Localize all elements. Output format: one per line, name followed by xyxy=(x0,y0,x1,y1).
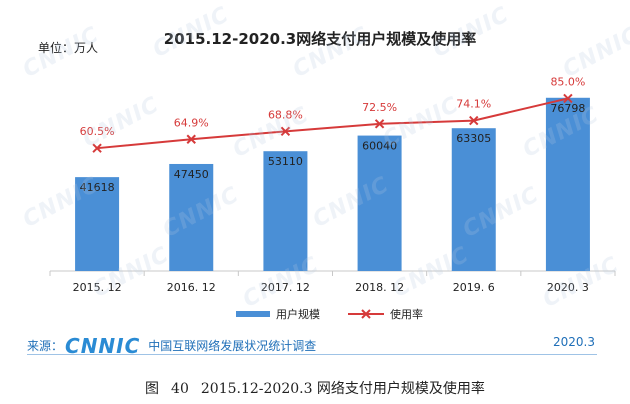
line-data-label: 72.5% xyxy=(362,101,397,114)
line-point xyxy=(563,93,573,104)
x-tick-label: 2017. 12 xyxy=(261,281,310,294)
line-data-label: 85.0% xyxy=(550,75,585,88)
line-data-label: 64.9% xyxy=(174,116,209,129)
bar xyxy=(75,177,120,271)
line-point xyxy=(280,126,291,137)
bar xyxy=(357,135,402,271)
legend-bar-swatch xyxy=(236,311,270,317)
bar-data-label: 63305 xyxy=(456,132,491,145)
line-point xyxy=(186,134,196,144)
legend-line-label: 使用率 xyxy=(390,307,423,321)
source-text: 中国互联网络发展状况统计调查 xyxy=(148,339,317,353)
bar-data-label: 47450 xyxy=(174,168,209,181)
source-date: 2020.3 xyxy=(553,335,595,349)
line-data-label: 74.1% xyxy=(456,98,491,111)
line-data-label: 60.5% xyxy=(80,125,115,138)
bar-data-label: 41618 xyxy=(80,181,115,194)
legend-line-marker xyxy=(361,309,371,319)
line-data-label: 68.8% xyxy=(268,108,303,121)
x-tick-label: 2015. 12 xyxy=(73,281,122,294)
bar-data-label: 76798 xyxy=(550,102,585,115)
bar xyxy=(451,128,496,271)
x-tick-label: 2020. 3 xyxy=(547,281,589,294)
unit-label: 单位：万人 xyxy=(38,40,98,55)
chart-title: 2015.12-2020.3网络支付用户规模及使用率 xyxy=(164,30,476,48)
x-tick-label: 2016. 12 xyxy=(167,281,216,294)
caption-text: 2015.12-2020.3 网络支付用户规模及使用率 xyxy=(200,381,485,397)
line-point xyxy=(92,143,102,153)
bar-data-label: 60040 xyxy=(362,140,397,153)
legend-bar-label: 用户规模 xyxy=(276,307,320,321)
line-point xyxy=(469,115,479,126)
usage-rate-line xyxy=(96,97,569,150)
line-point xyxy=(374,119,385,129)
figure-caption: 图 40 2015.12-2020.3 网络支付用户规模及使用率 xyxy=(0,378,630,398)
source-prefix: 来源： xyxy=(27,339,64,353)
bar xyxy=(169,163,214,271)
x-tick-label: 2018. 12 xyxy=(355,281,404,294)
bar xyxy=(545,97,590,271)
divider xyxy=(27,354,597,355)
caption-figure: 图 xyxy=(145,381,160,397)
x-tick-label: 2019. 6 xyxy=(453,281,495,294)
chart-frame: 2015.12-2020.3网络支付用户规模及使用率单位：万人 41618 2015… xyxy=(10,8,622,360)
bar-data-label: 53110 xyxy=(268,155,303,168)
caption-number: 40 xyxy=(171,381,189,397)
bar xyxy=(263,151,308,271)
